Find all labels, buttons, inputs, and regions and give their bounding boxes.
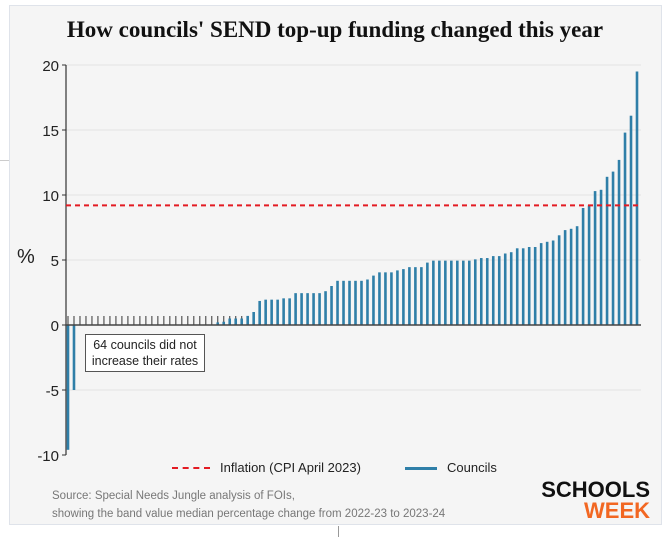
council-bar (521, 248, 525, 325)
council-bar (527, 247, 531, 325)
source-line-2: showing the band value median percentage… (52, 508, 446, 520)
council-bar (450, 260, 453, 325)
annotation-box: 64 councils did not increase their rates (85, 334, 205, 372)
council-bar (611, 171, 615, 325)
council-bar (515, 248, 519, 325)
council-bar (282, 298, 285, 325)
legend-label-inflation: Inflation (CPI April 2023) (220, 460, 361, 475)
council-bar (456, 260, 459, 325)
council-bar (360, 280, 363, 325)
y-tick-label: -5 (46, 383, 59, 400)
council-bar (324, 291, 327, 325)
council-bar (444, 260, 447, 325)
council-bar (545, 241, 549, 325)
council-bar (318, 293, 321, 325)
council-bar (587, 205, 591, 325)
council-bar (72, 325, 76, 390)
council-bar (563, 230, 567, 325)
line-swatch (405, 466, 437, 470)
council-bar (491, 256, 495, 325)
council-bar (216, 322, 220, 325)
council-bar (605, 176, 609, 325)
council-bar (402, 269, 405, 325)
council-bar (593, 191, 597, 325)
council-bar (467, 260, 471, 325)
council-bar (378, 272, 381, 325)
council-bar (485, 258, 489, 325)
y-axis-label: % (17, 246, 35, 268)
council-bar (270, 299, 273, 325)
council-bar (497, 256, 501, 325)
council-bar (503, 253, 507, 325)
council-bar (426, 262, 429, 325)
council-bar (438, 260, 441, 325)
council-bar (569, 228, 573, 325)
y-tick-label: -10 (37, 448, 59, 465)
council-bar (306, 293, 309, 325)
y-tick-label: 5 (51, 253, 59, 270)
council-bar (629, 115, 633, 325)
dashed-line-swatch (172, 467, 210, 469)
council-bar (414, 267, 417, 325)
council-bar (551, 240, 555, 325)
page-divider-vertical (338, 526, 339, 537)
council-bar (420, 267, 423, 325)
logo-line-1: SCHOOLS (541, 477, 650, 502)
council-bar (228, 318, 232, 325)
schools-week-logo: SCHOOLS WEEK (528, 477, 650, 523)
council-bar (384, 272, 387, 325)
council-bar (66, 325, 70, 450)
council-bar (354, 280, 357, 325)
council-bar (240, 318, 243, 325)
source-note: Source: Special Needs Jungle analysis of… (52, 487, 445, 523)
y-tick-label: 0 (51, 318, 59, 335)
council-bar (336, 280, 339, 325)
logo-line-2: WEEK (584, 498, 650, 523)
council-bar (479, 258, 483, 325)
council-bar (288, 298, 291, 325)
y-tick-label: 20 (42, 58, 59, 75)
council-bar (575, 226, 579, 325)
source-line-1: Source: Special Needs Jungle analysis of… (52, 490, 295, 502)
council-bar (617, 159, 621, 325)
council-bar (300, 293, 303, 325)
legend-label-councils: Councils (447, 460, 497, 475)
council-bar (509, 252, 513, 325)
council-bar (252, 312, 255, 325)
page-divider (0, 160, 9, 161)
council-bar (342, 280, 345, 325)
council-bar (396, 270, 399, 325)
council-bar (222, 321, 226, 325)
council-bar (390, 272, 393, 325)
council-bar (432, 260, 435, 325)
council-bar (264, 299, 267, 325)
council-bar (234, 318, 238, 325)
council-bar (276, 299, 279, 325)
council-bar (312, 293, 315, 325)
council-bar (348, 280, 351, 325)
council-bar (408, 267, 411, 325)
council-bar (473, 259, 477, 325)
council-bar (635, 71, 639, 325)
council-bar (539, 243, 543, 325)
chart-title: How councils' SEND top-up funding change… (66, 17, 604, 42)
council-bar (294, 293, 297, 325)
legend-item-inflation: Inflation (CPI April 2023) (172, 460, 361, 476)
legend-item-councils: Councils (405, 460, 497, 476)
council-bar (258, 300, 261, 325)
council-bar (246, 315, 249, 325)
council-bar (623, 132, 627, 325)
council-bar (462, 260, 465, 325)
council-bar (599, 189, 603, 325)
council-bar (581, 208, 585, 325)
council-bar (533, 247, 537, 325)
y-tick-label: 10 (42, 188, 59, 205)
council-bar (557, 235, 561, 325)
y-tick-label: 15 (42, 123, 59, 140)
council-bar (366, 279, 369, 325)
council-bar (330, 286, 333, 325)
council-bar (372, 275, 375, 325)
